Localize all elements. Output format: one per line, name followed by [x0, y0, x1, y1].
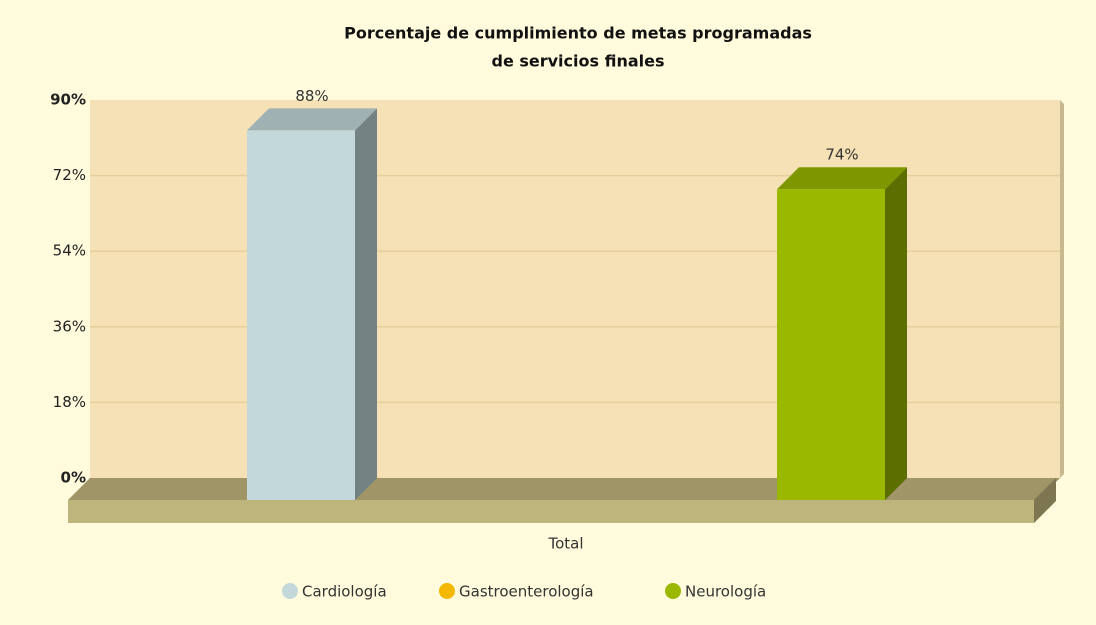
y-tick-label: 18%: [53, 393, 86, 411]
y-tick-label: 90%: [50, 91, 86, 109]
legend-label: Cardiología: [302, 583, 387, 601]
x-tick-label: Total: [547, 535, 583, 553]
bar-side: [885, 167, 907, 500]
floor-top: [68, 478, 1060, 500]
back-wall: [90, 100, 1060, 478]
legend-swatch: [665, 583, 681, 599]
data-label: 88%: [295, 87, 328, 105]
y-tick-label: 54%: [53, 242, 86, 260]
y-tick-label: 72%: [53, 166, 86, 184]
legend-swatch: [439, 583, 455, 599]
chart-title: de servicios finales: [491, 52, 664, 71]
bar: [777, 189, 885, 500]
y-tick-label: 0%: [61, 469, 86, 487]
legend-swatch: [282, 583, 298, 599]
data-label: 74%: [825, 146, 858, 164]
floor-side: [1034, 478, 1056, 523]
legend-label: Neurología: [685, 583, 766, 601]
wall-edge: [1060, 100, 1064, 478]
bar-side: [355, 108, 377, 501]
legend-label: Gastroenterología: [459, 583, 594, 601]
floor-front: [68, 500, 1034, 523]
bar-top: [777, 167, 907, 190]
y-tick-label: 36%: [53, 317, 86, 335]
bar: [247, 130, 355, 500]
chart-title: Porcentaje de cumplimiento de metas prog…: [344, 24, 812, 43]
bar-top: [247, 108, 377, 131]
